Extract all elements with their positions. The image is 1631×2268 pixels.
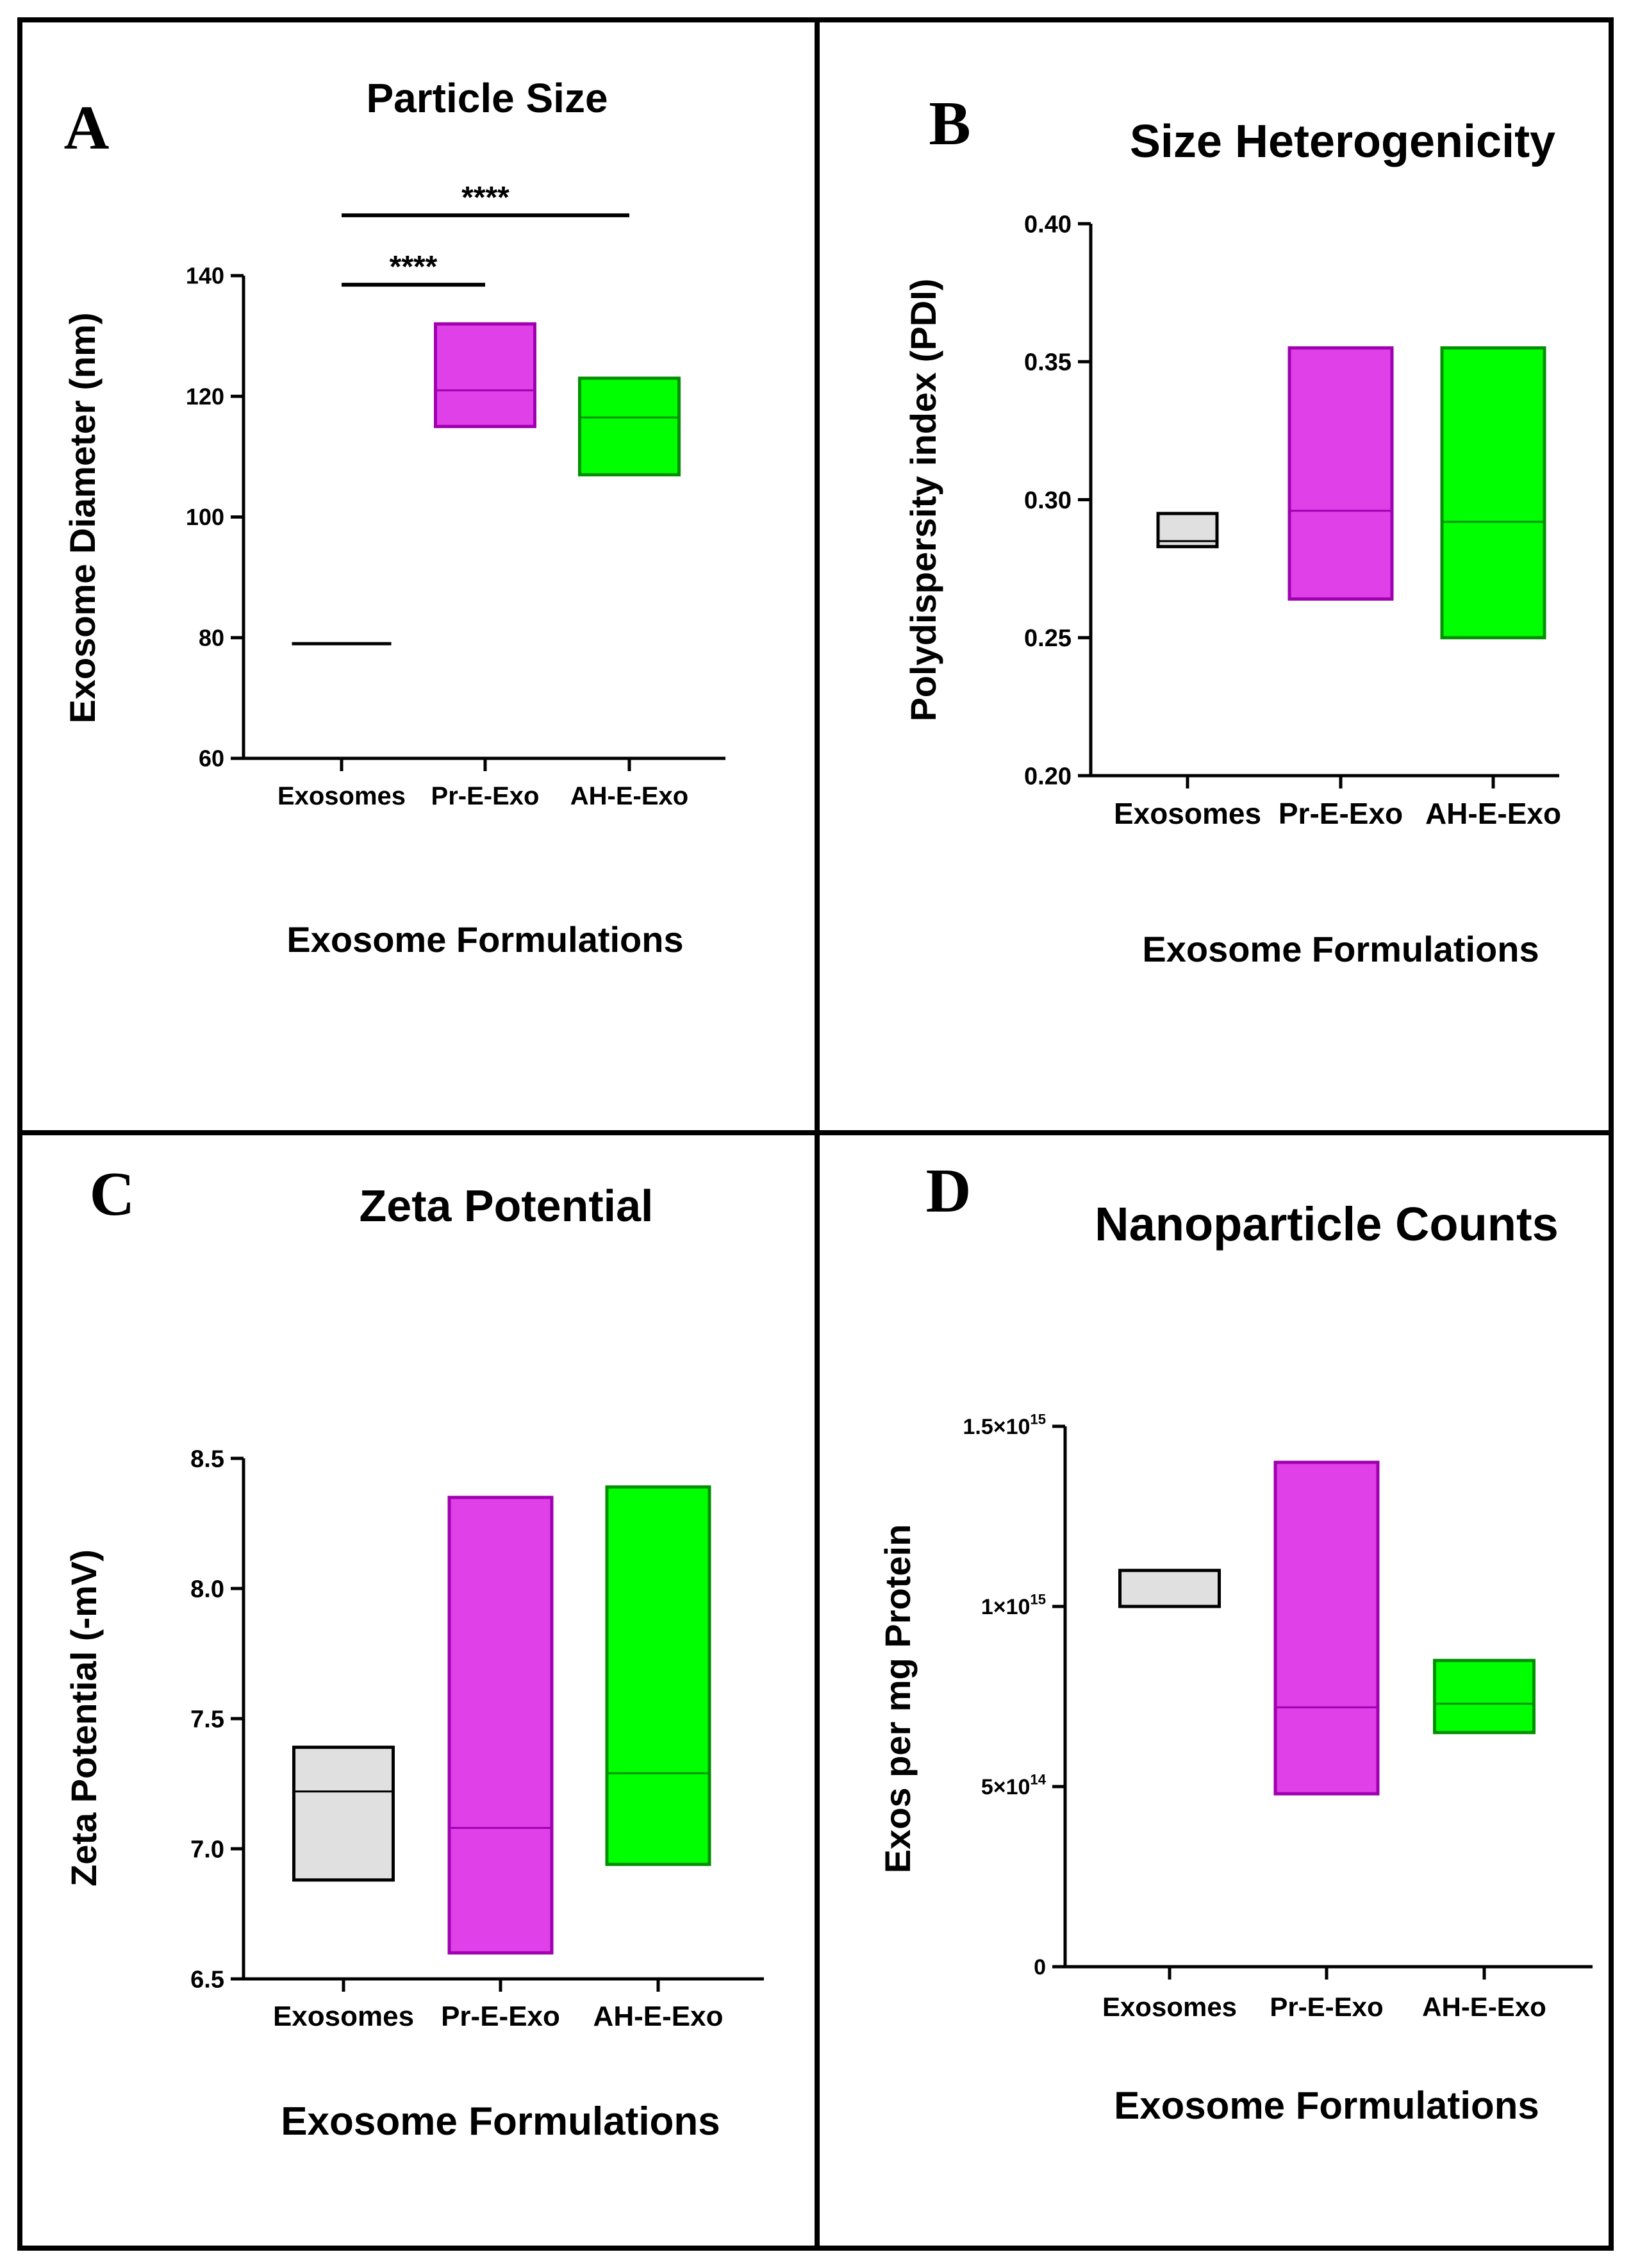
y-axis-label: Polydispersity index (PDI) (903, 279, 943, 722)
x-tick-label: AH-E-Exo (1422, 1992, 1546, 2022)
x-axis-label: Exosome Formulations (281, 2099, 720, 2144)
y-tick-label: 8.5 (190, 1446, 224, 1472)
y-tick-label-exponent: 15 (1030, 1592, 1046, 1608)
x-tick-label: AH-E-Exo (593, 2001, 724, 2032)
panel-letter: D (926, 1156, 972, 1226)
panel-letter: B (929, 89, 970, 158)
significance-label: **** (461, 181, 509, 215)
y-axis-label: Exosome Diameter (nm) (62, 312, 103, 723)
x-tick-label: Pr-E-Exo (1279, 797, 1403, 830)
box-pr-e-exo (447, 1496, 554, 1955)
x-axis-label: Exosome Formulations (286, 919, 683, 960)
y-tick-label-exponent: 15 (1030, 1412, 1046, 1428)
chart-title: Particle Size (366, 75, 608, 121)
box-exosomes (292, 1746, 395, 1882)
box-ah-e-exo (1433, 1658, 1536, 1735)
y-tick-label-base: 1×10 (981, 1595, 1031, 1619)
y-tick-label-base: 0 (1034, 1955, 1046, 1980)
panel-letter: C (90, 1160, 135, 1229)
chart-title: Size Heterogenicity (1130, 116, 1555, 167)
y-tick-label-base: 1.5×10 (963, 1415, 1030, 1439)
y-tick-label: 60 (199, 746, 224, 772)
chart-title: Zeta Potential (360, 1181, 654, 1231)
box-exosomes (1118, 1569, 1221, 1608)
y-tick-label: 1.5×1015 (963, 1412, 1046, 1439)
y-tick-label: 120 (186, 383, 224, 410)
y-tick-label: 0.20 (1024, 763, 1072, 790)
panel-b: B Size Heterogenicity 0.20 0.25 0.30 0.35 0.40… (903, 89, 1561, 969)
y-tick-label: 6.5 (190, 1966, 224, 1993)
panel-letter: A (64, 94, 110, 163)
box-ah-e-exo (605, 1485, 711, 1866)
y-tick-label: 1×1015 (981, 1592, 1046, 1619)
y-tick-label: 0.40 (1024, 211, 1072, 238)
y-tick-label: 8.0 (190, 1576, 224, 1603)
x-tick-label: Exosomes (277, 782, 406, 810)
x-tick-label: Exosomes (1102, 1992, 1237, 2022)
y-tick-label: 80 (199, 624, 224, 651)
chart-title: Nanoparticle Counts (1095, 1197, 1559, 1251)
x-tick-label: Pr-E-Exo (1270, 1992, 1383, 2022)
box-ah-e-exo (578, 376, 681, 477)
x-axis-label: Exosome Formulations (1142, 929, 1539, 969)
y-tick-label: 140 (186, 263, 224, 289)
y-tick-label: 5×1014 (981, 1772, 1047, 1799)
y-tick-label: 0.25 (1024, 625, 1072, 652)
y-tick-label: 0.30 (1024, 487, 1072, 514)
y-tick-label-base: 5×10 (981, 1775, 1031, 1799)
x-tick-label: Pr-E-Exo (441, 2001, 560, 2032)
box-pr-e-exo (1287, 346, 1394, 601)
y-tick-label-exponent: 14 (1030, 1772, 1046, 1788)
x-tick-label: AH-E-Exo (1425, 797, 1561, 830)
y-tick-label: 7.5 (190, 1706, 224, 1733)
y-axis-label: Exos per mg Protein (877, 1524, 918, 1874)
panel-c: C Zeta Potential 6.5 7.0 7.5 8.0 8.5 Exosomes Pr… (63, 1160, 764, 2144)
y-axis-label: Zeta Potential (-mV) (63, 1549, 104, 1887)
box-ah-e-exo (1440, 346, 1546, 640)
panel-a: A Particle Size 60 80 100 120 140 Exosomes Pr-E-… (62, 75, 725, 960)
box-pr-e-exo (1273, 1460, 1380, 1796)
y-tick-label: 7.0 (190, 1836, 224, 1863)
y-tick-label: 100 (186, 504, 224, 530)
y-tick-label: 0.35 (1024, 349, 1072, 376)
significance-label: **** (390, 250, 438, 284)
y-tick-label: 0 (1034, 1955, 1046, 1980)
box-pr-e-exo (434, 322, 536, 428)
panel-d: D Nanoparticle Counts05×10141×10151.5×101… (877, 1156, 1593, 2127)
x-tick-label: Exosomes (273, 2001, 414, 2032)
x-tick-label: AH-E-Exo (570, 782, 688, 810)
x-tick-label: Exosomes (1114, 797, 1261, 830)
x-axis-label: Exosome Formulations (1114, 2084, 1539, 2127)
x-tick-label: Pr-E-Exo (431, 782, 540, 810)
